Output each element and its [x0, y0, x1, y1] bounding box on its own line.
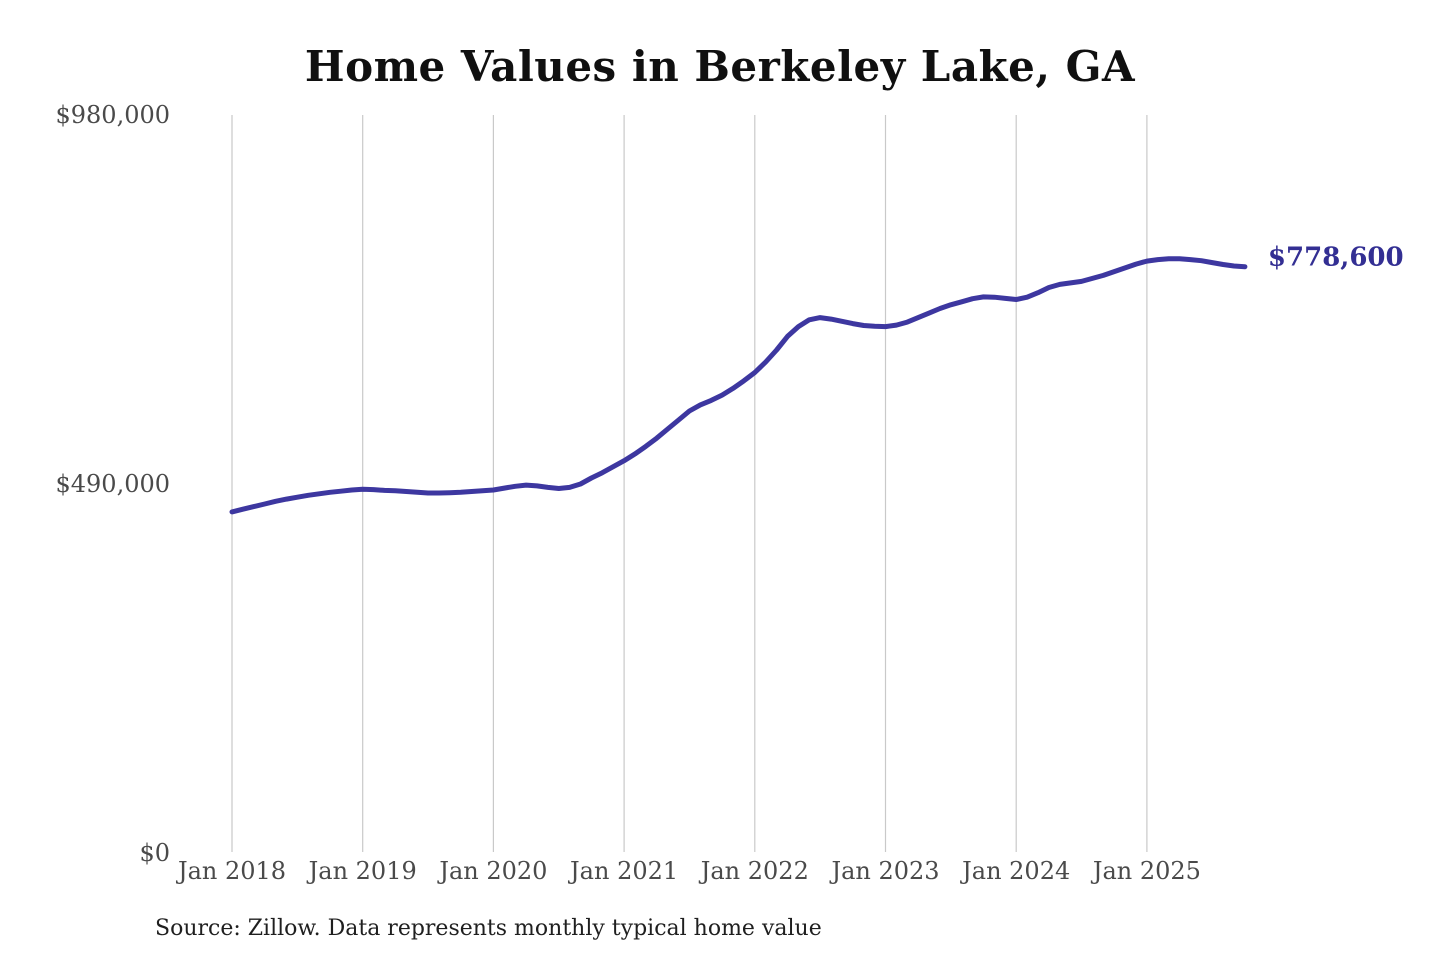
source-note: Source: Zillow. Data represents monthly … [155, 916, 822, 941]
x-axis-labels: Jan 2018 Jan 2019 Jan 2020 Jan 2021 Jan 2022… [175, 857, 1201, 885]
x-tick-label: Jan 2020 [436, 857, 547, 885]
end-value-label: $778,600 [1268, 243, 1404, 273]
x-tick-label: Jan 2018 [175, 857, 286, 885]
y-tick-label: $980,000 [55, 101, 170, 129]
chart-title: Home Values in Berkeley Lake, GA [304, 42, 1136, 91]
x-tick-label: Jan 2019 [306, 857, 417, 885]
x-tick-label: Jan 2021 [567, 857, 678, 885]
gridlines [231, 115, 1148, 852]
x-tick-label: Jan 2024 [959, 857, 1070, 885]
y-tick-label: $0 [139, 839, 170, 867]
y-tick-label: $490,000 [55, 470, 170, 498]
home-value-line [229, 256, 1248, 515]
x-tick-label: Jan 2025 [1090, 857, 1201, 885]
x-tick-label: Jan 2023 [828, 857, 939, 885]
y-axis-labels: $980,000 $490,000 $0 [55, 101, 170, 867]
x-tick-label: Jan 2022 [698, 857, 809, 885]
